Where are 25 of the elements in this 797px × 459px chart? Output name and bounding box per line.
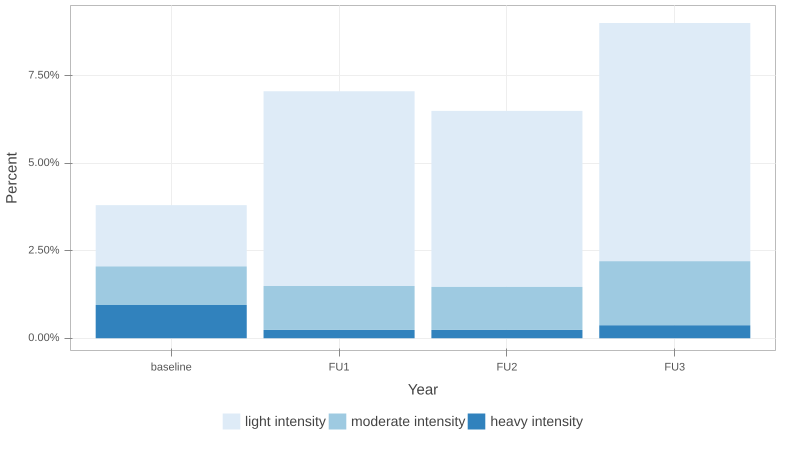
x-tick-label: FU2 [496,362,518,374]
bar [431,330,582,338]
x-tick-label: FU1 [328,362,350,374]
bar [96,266,247,305]
y-tick-label: 2.50% [28,244,60,257]
bar [599,325,750,338]
bar [431,110,582,287]
x-axis-title: Year [408,382,438,398]
x-tick-label: baseline [150,362,192,374]
y-tick-label: 5.00% [28,157,60,170]
legend-label: heavy intensity [490,413,583,429]
bar [96,205,247,266]
bar [264,330,415,338]
bar [264,286,415,330]
legend-label: moderate intensity [350,413,466,429]
x-tick-label: FU3 [664,362,686,374]
y-tick-label: 0.00% [28,332,60,344]
bar [431,286,582,330]
bar [264,91,415,286]
bar [599,23,750,262]
legend-label: light intensity [245,413,326,429]
y-axis-title: Percent [3,151,20,204]
bar [96,304,247,338]
bar [599,261,750,326]
y-tick-label: 7.50% [28,70,60,82]
